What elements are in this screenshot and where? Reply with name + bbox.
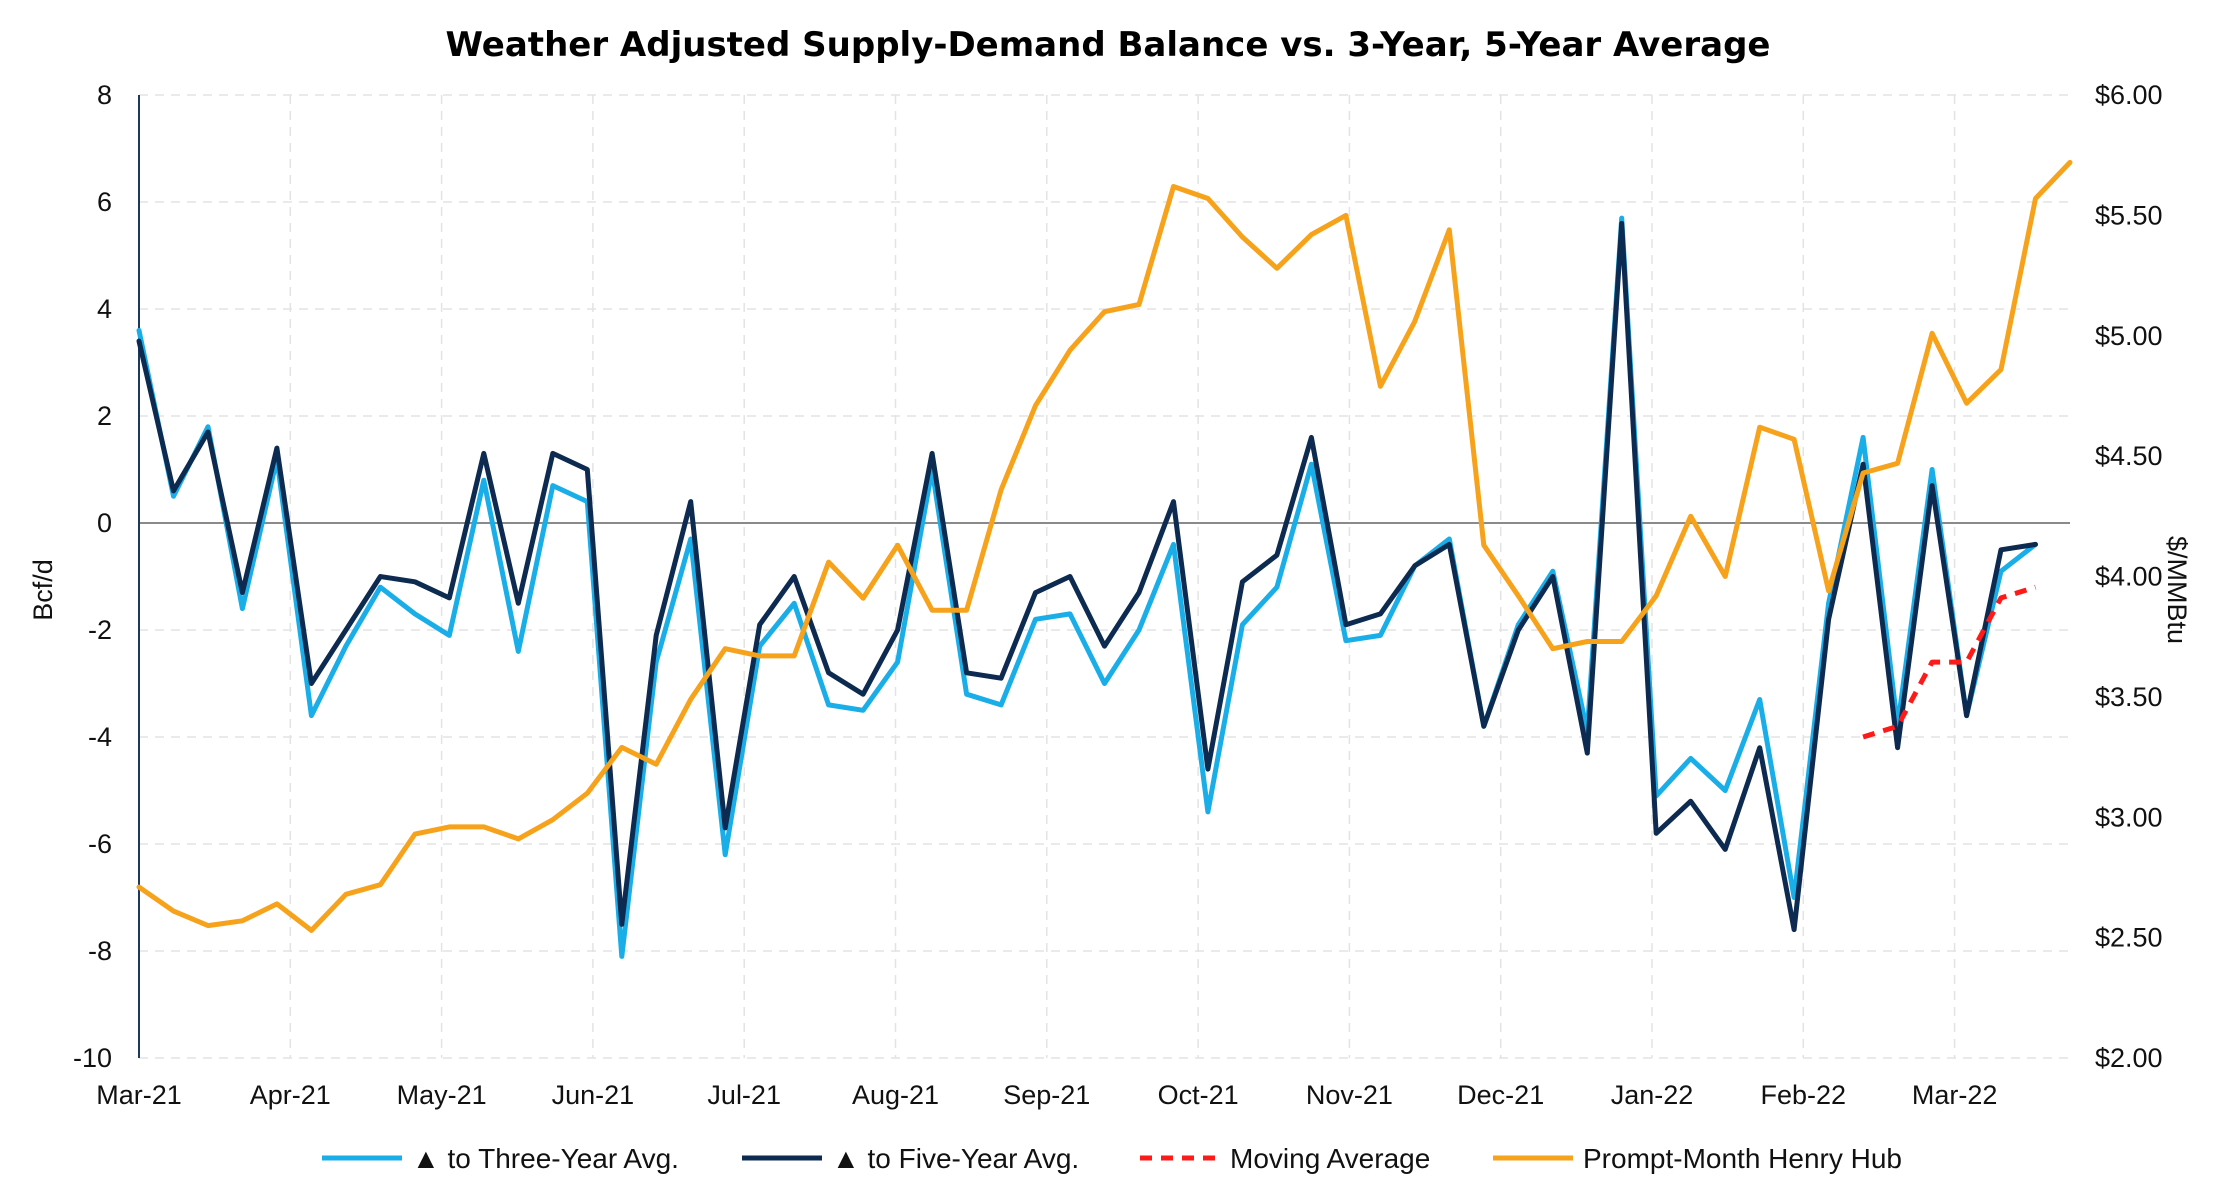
y2-tick-label: $3.50 xyxy=(2095,682,2163,712)
legend-item-three-year: ▲ to Three-Year Avg. xyxy=(322,1143,679,1174)
series-henry-hub-line xyxy=(136,159,2073,933)
y2-tick-label: $2.50 xyxy=(2095,923,2163,953)
y2-tick-label: $3.00 xyxy=(2095,802,2163,832)
y-tick-label: -8 xyxy=(88,936,112,966)
series-three-year-line xyxy=(136,215,2038,959)
legend-item-henry-hub: Prompt-Month Henry Hub xyxy=(1493,1143,1902,1174)
x-tick-label: Jun-21 xyxy=(552,1080,635,1110)
gridlines xyxy=(139,94,2070,1059)
y2-tick-label: $6.00 xyxy=(2095,80,2163,110)
y2-tick-label: $2.00 xyxy=(2095,1043,2163,1073)
y2-tick-label: $5.50 xyxy=(2095,200,2163,230)
legend-label: Moving Average xyxy=(1230,1143,1430,1174)
y2-tick-label: $5.00 xyxy=(2095,321,2163,351)
legend: ▲ to Three-Year Avg. ▲ to Five-Year Avg. M… xyxy=(322,1143,1902,1174)
y-tick-label: -4 xyxy=(88,722,112,752)
y-tick-label: -6 xyxy=(88,829,112,859)
x-tick-label: Dec-21 xyxy=(1457,1080,1544,1110)
legend-item-moving-average: Moving Average xyxy=(1140,1143,1430,1174)
x-tick-label: Oct-21 xyxy=(1158,1080,1239,1110)
series-lines xyxy=(136,159,2073,959)
legend-label: Prompt-Month Henry Hub xyxy=(1583,1143,1902,1174)
right-axis-ticks: $6.00 $5.50 $5.00 $4.50 $4.00 $3.50 $3.00 $2.50… xyxy=(2095,80,2163,1073)
y-tick-label: 2 xyxy=(97,401,112,431)
y-tick-label: -10 xyxy=(73,1043,112,1073)
x-axis-ticks: Mar-21 Apr-21 May-21 Jun-21 Jul-21 Aug-21 Sep-… xyxy=(96,1080,1997,1110)
y-tick-label: 0 xyxy=(97,508,112,538)
series-five-year-line xyxy=(136,220,2038,933)
x-tick-label: May-21 xyxy=(397,1080,487,1110)
legend-label: ▲ to Three-Year Avg. xyxy=(412,1143,679,1174)
y-tick-label: 8 xyxy=(97,80,112,110)
x-tick-label: Feb-22 xyxy=(1761,1080,1847,1110)
x-tick-label: Mar-22 xyxy=(1912,1080,1998,1110)
legend-label: ▲ to Five-Year Avg. xyxy=(832,1143,1079,1174)
left-axis-ticks: 8 6 4 2 0 -2 -4 -6 -8 -10 xyxy=(73,80,112,1073)
chart-title: Weather Adjusted Supply-Demand Balance v… xyxy=(446,25,1771,65)
y-tick-label: -2 xyxy=(88,615,112,645)
y2-tick-label: $4.00 xyxy=(2095,562,2163,592)
series-moving-average-line xyxy=(1862,584,2037,740)
x-tick-label: Apr-21 xyxy=(250,1080,331,1110)
legend-item-five-year: ▲ to Five-Year Avg. xyxy=(742,1143,1079,1174)
left-axis-label: Bcf/d xyxy=(28,559,58,621)
x-tick-label: Sep-21 xyxy=(1003,1080,1090,1110)
x-tick-label: Mar-21 xyxy=(96,1080,182,1110)
x-tick-label: Jan-22 xyxy=(1611,1080,1694,1110)
x-tick-label: Jul-21 xyxy=(707,1080,781,1110)
right-axis-label: $/MMBtu xyxy=(2162,536,2192,644)
y-tick-label: 4 xyxy=(97,294,112,324)
y-tick-label: 6 xyxy=(97,187,112,217)
x-tick-label: Aug-21 xyxy=(852,1080,939,1110)
y2-tick-label: $4.50 xyxy=(2095,441,2163,471)
x-tick-label: Nov-21 xyxy=(1306,1080,1393,1110)
